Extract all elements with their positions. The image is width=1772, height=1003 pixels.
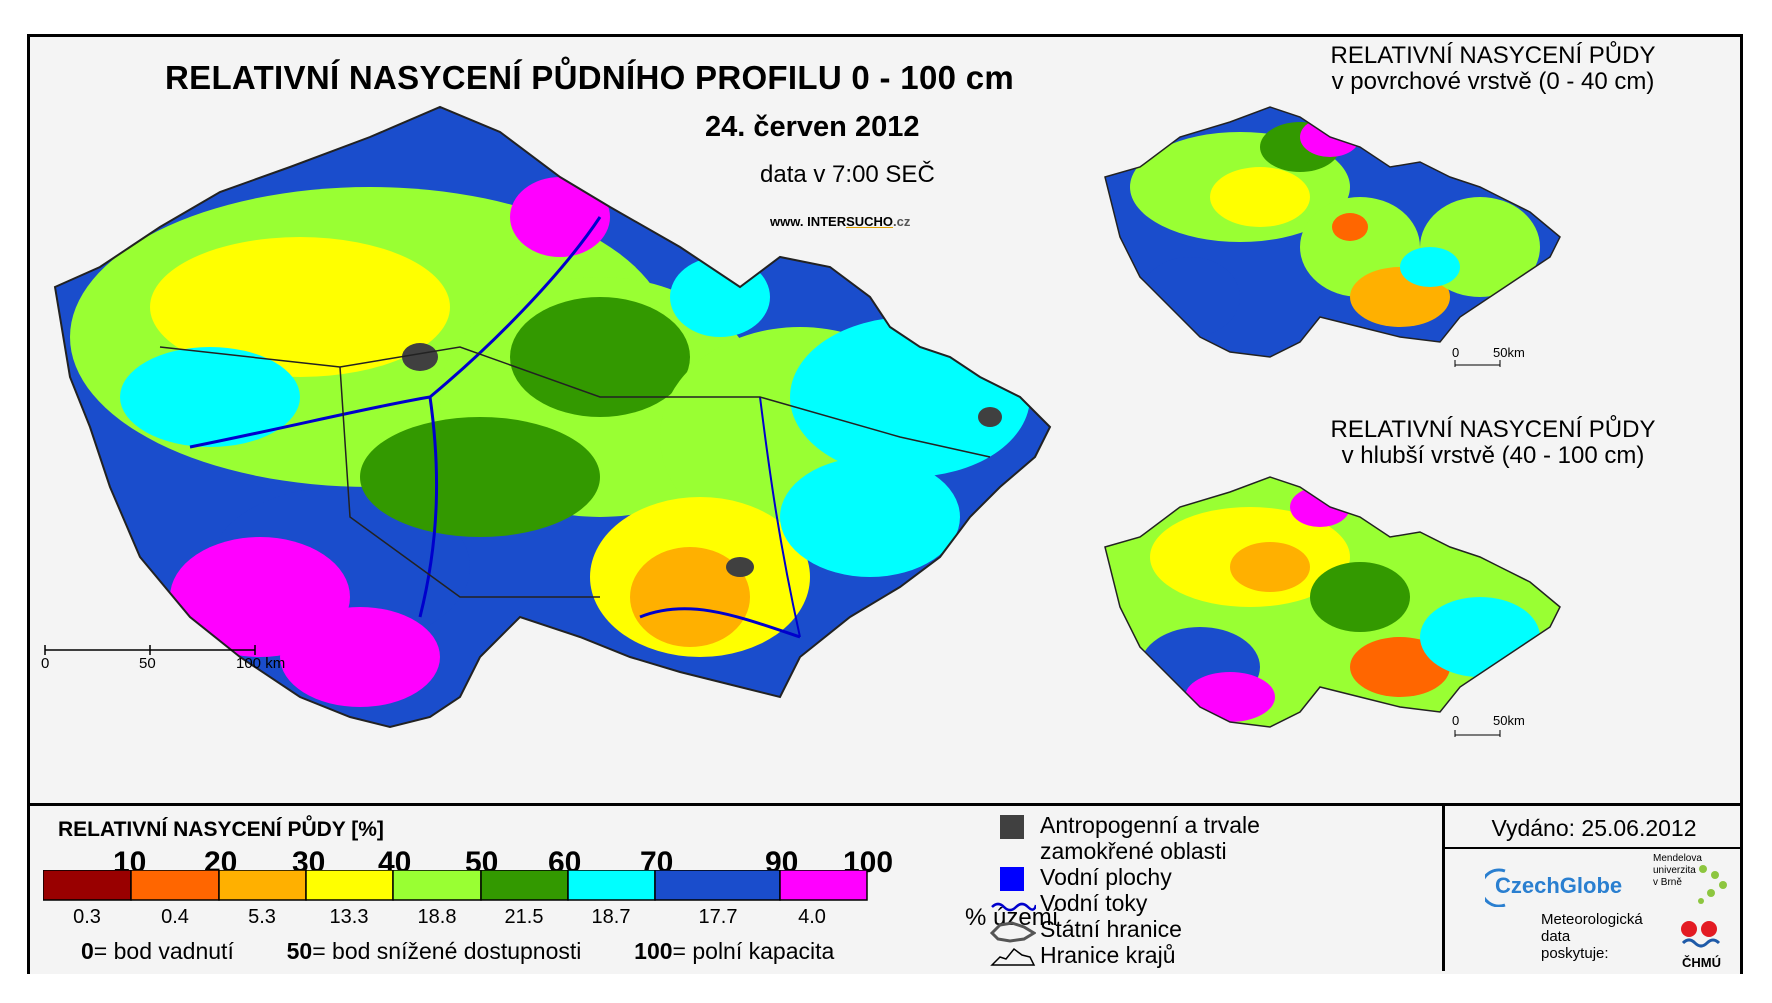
class-share-3: 5.3: [248, 906, 276, 928]
map-title: RELATIVNÍ NASYCENÍ PŮDNÍHO PROFILU 0 - 1…: [165, 59, 1015, 96]
class-swatch-5: [392, 870, 482, 901]
issued-divider: [1445, 847, 1743, 849]
site-suffix: .cz: [893, 214, 911, 229]
class-share-9: 4.0: [798, 906, 826, 928]
class-share-5: 18.8: [417, 906, 457, 928]
class-swatch-2: [130, 870, 220, 901]
main-scale-label-50: 50: [139, 655, 156, 672]
anthro-symbol: [1000, 815, 1024, 839]
def-100-text: = polní kapacita: [672, 938, 835, 964]
deep-title-line2: v hlubší vrstvě (40 - 100 cm): [1341, 442, 1645, 469]
deep-map: [1104, 476, 1561, 737]
legend-anthro-line2: zamokřené oblasti: [1040, 838, 1227, 864]
czechglobe-logo: [1485, 868, 1506, 907]
main-scale-label-0: 0: [41, 655, 50, 672]
deep-title-line1: RELATIVNÍ NASYCENÍ PŮDY: [1330, 416, 1656, 443]
scale-definitions: 0= bod vadnutí 50= bod snížené dostupnos…: [81, 938, 834, 965]
main-scale-bar: [44, 645, 256, 655]
chmu-label: ČHMÚ: [1682, 955, 1721, 970]
legend-anthro: Antropogenní a trvale: [1000, 812, 1260, 839]
issued-date: Vydáno: 25.06.2012: [1491, 815, 1697, 841]
state-border-symbol: [990, 921, 1036, 943]
class-swatch-7: [567, 870, 656, 901]
meteo-data-label: Meteorologická data poskytuje:: [1541, 911, 1643, 962]
deep-map-title: RELATIVNÍ NASYCENÍ PŮDY v hlubší vrstvě …: [1258, 417, 1728, 469]
map-date: 24. červen 2012: [705, 111, 920, 143]
surface-title-line2: v povrchové vrstvě (0 - 40 cm): [1331, 68, 1655, 95]
map-frame: 0 50 100 km RELATIVNÍ NASYCENÍ PŮDNÍHO P…: [27, 34, 1743, 974]
region-border-symbol: [990, 947, 1036, 966]
class-swatch-3: [218, 870, 307, 901]
class-swatch-4: [305, 870, 394, 901]
legend-region-border: Hranice krajů: [990, 942, 1260, 968]
issued-panel: Vydáno: 25.06.2012 CzechGlobe Mendelova …: [1442, 803, 1743, 971]
stream-symbol: [991, 902, 1036, 912]
surface-map-title: RELATIVNÍ NASYCENÍ PŮDY v povrchové vrst…: [1258, 43, 1728, 95]
def-0-value: 0: [81, 938, 94, 964]
surface-scale-label-0: 0: [1452, 345, 1460, 360]
intersucho-link[interactable]: www. INTERSUCHO.cz: [770, 214, 910, 229]
def-100-value: 100: [634, 938, 673, 964]
legend-title: RELATIVNÍ NASYCENÍ PŮDY [%]: [58, 818, 384, 841]
class-share-7: 18.7: [591, 906, 631, 928]
legend-state-border: Státní hranice: [990, 916, 1260, 943]
legend-streams: Vodní toky: [991, 890, 1260, 916]
mendel-univ-label: Mendelova univerzita v Brně: [1653, 853, 1702, 888]
class-swatch-6: [480, 870, 569, 901]
legend-water-bodies: Vodní plochy: [1000, 864, 1260, 891]
def-0-text: = bod vadnutí: [93, 938, 234, 964]
site-prefix: www. INTER: [770, 214, 847, 229]
color-bar: [43, 870, 868, 901]
class-share-2: 0.4: [161, 906, 189, 928]
chmu-logo: [1681, 921, 1721, 948]
main-scale-label-100: 100 km: [236, 655, 286, 672]
class-share-4: 13.3: [329, 906, 369, 928]
class-swatch-8: [654, 870, 781, 901]
class-swatch-9: [779, 870, 868, 901]
deep-scale-label-0: 0: [1452, 713, 1460, 728]
def-50-value: 50: [286, 938, 313, 964]
class-swatch-1: [43, 870, 132, 901]
data-time-note: data v 7:00 SEČ: [760, 161, 935, 188]
map-symbols-legend: Antropogenní a trvale zamokřené oblasti …: [990, 812, 1260, 968]
surface-map: [1104, 106, 1561, 367]
site-highlight: SUCHO: [846, 214, 894, 229]
class-share-8: 17.7: [698, 906, 738, 928]
def-50-text: = bod snížené dostupnosti: [312, 938, 582, 964]
surface-title-line1: RELATIVNÍ NASYCENÍ PŮDY: [1330, 42, 1656, 69]
class-share-1: 0.3: [73, 906, 101, 928]
legend-panel: RELATIVNÍ NASYCENÍ PŮDY [%] 10 20 30 40 …: [30, 803, 1740, 974]
czechglobe-text: CzechGlobe: [1495, 873, 1623, 898]
class-share-6: 21.5: [504, 906, 544, 928]
deep-scale-label-50: 50km: [1493, 713, 1525, 728]
main-map: [44, 105, 1052, 729]
surface-scale-label-50: 50km: [1493, 345, 1525, 360]
mendel-logo: [1698, 865, 1727, 904]
water-body-symbol: [1000, 867, 1024, 891]
